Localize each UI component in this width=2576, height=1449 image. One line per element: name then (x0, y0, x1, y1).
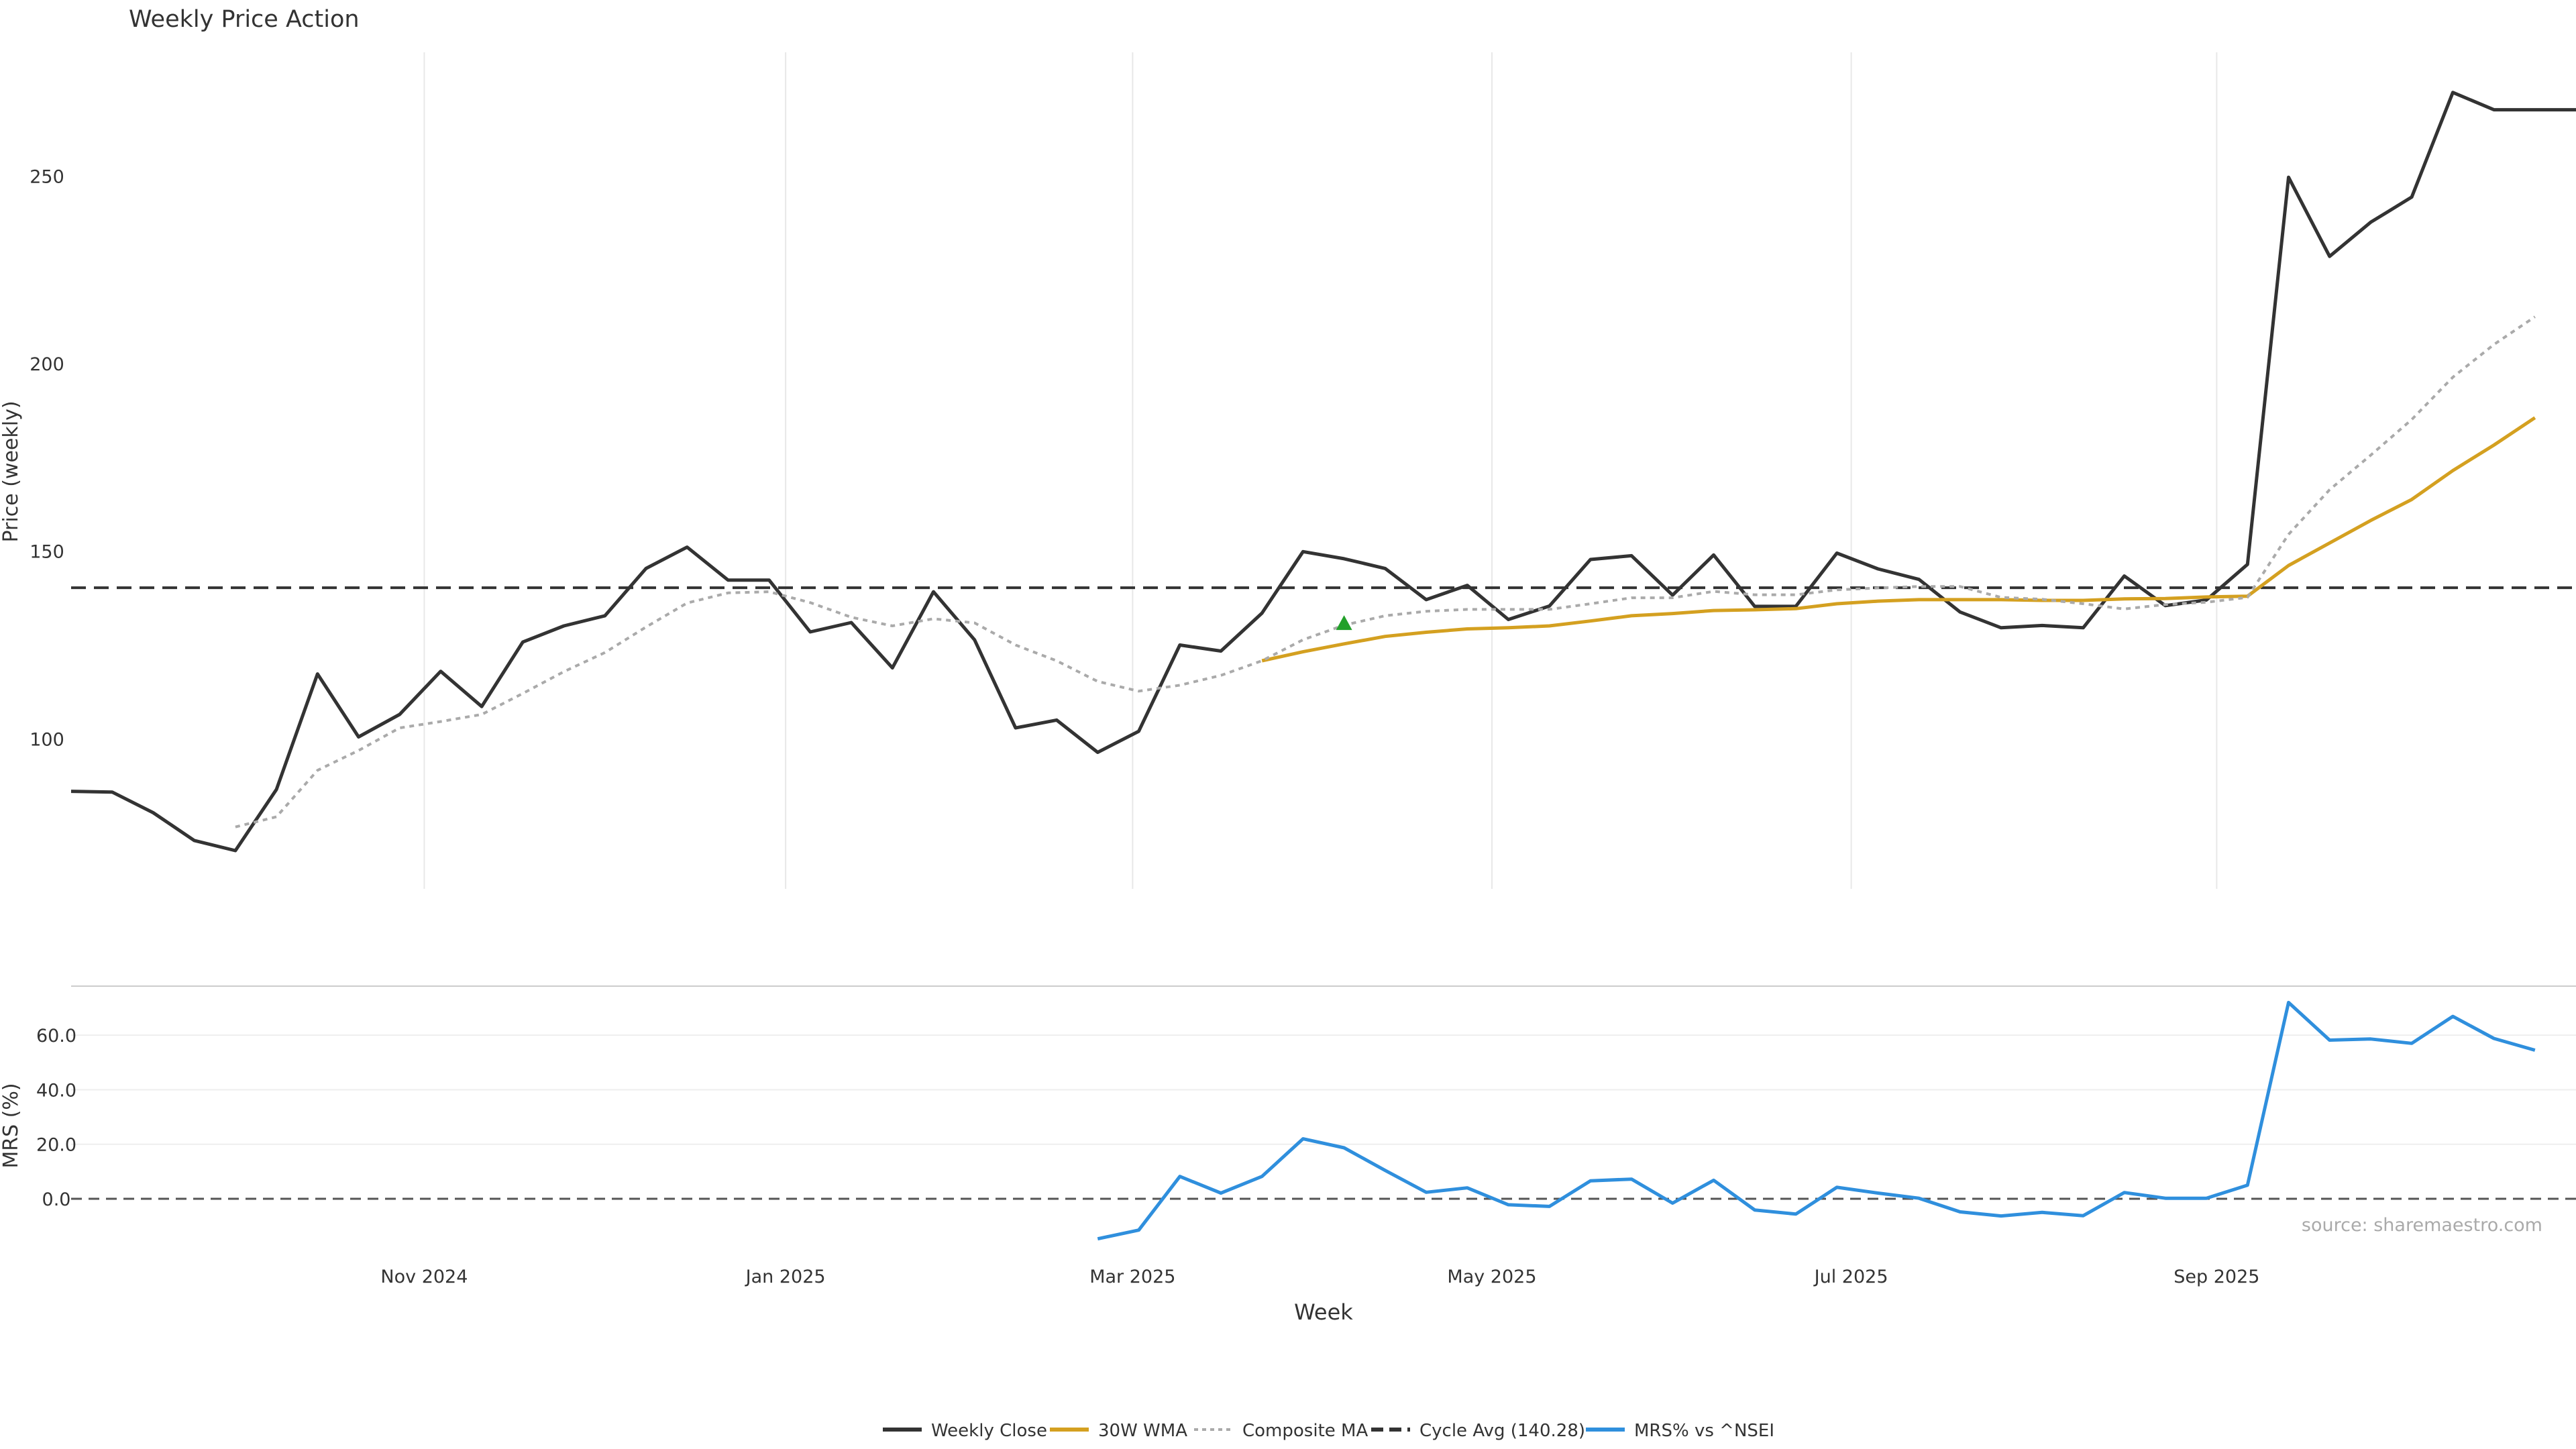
mrs-y-tick-label: 40.0 (36, 1080, 76, 1101)
x-tick-label-nov-2024: Nov 2024 (380, 1267, 468, 1287)
legend-label: Composite MA (1242, 1421, 1368, 1441)
x-tick-label-may-2025: May 2025 (1447, 1267, 1536, 1287)
price-series (70, 91, 2576, 853)
legend-label: Cycle Avg (140.28) (1419, 1421, 1585, 1441)
mrs-y-tick-label: 60.0 (36, 1026, 76, 1046)
price-y-axis-label: Price (weekly) (0, 400, 23, 542)
price-y-tick-label: 150 (30, 542, 64, 563)
mrs-y-ticks: 0.0 20.0 40.0 60.0 (36, 1026, 76, 1210)
x-tick-label-mar-2025: Mar 2025 (1089, 1267, 1175, 1287)
legend-label: MRS% vs ^NSEI (1634, 1421, 1774, 1441)
mrs-series (1097, 1000, 2536, 1241)
series-30w-wma (1261, 416, 2536, 663)
mrs-panel: 0.0 20.0 40.0 60.0 MRS (%) source: sharemae… (0, 985, 2576, 1241)
price-grid (423, 52, 2218, 889)
mrs-y-tick-label: 20.0 (36, 1135, 76, 1156)
price-panel: 100 150 200 250 Weekly Price Action Price (… (0, 6, 2576, 889)
price-y-tick-label: 100 (30, 729, 64, 750)
legend-item-30w-wma: 30W WMA (1050, 1421, 1187, 1441)
x-axis-ticks: Nov 2024 Jan 2025 Mar 2025 May 2025 Jul 2025… (380, 1267, 2259, 1287)
buy-signal-marker (1336, 615, 1352, 631)
legend-label: 30W WMA (1098, 1421, 1187, 1441)
mrs-y-tick-label: 0.0 (42, 1189, 71, 1210)
x-axis-label: Week (1294, 1299, 1353, 1325)
price-y-tick-label: 200 (30, 354, 64, 375)
price-markers (1336, 615, 1352, 631)
series-composite-ma (235, 315, 2536, 828)
legend-item-composite-ma: Composite MA (1194, 1421, 1368, 1441)
price-y-ticks: 100 150 200 250 (30, 167, 64, 751)
mrs-y-axis-label: MRS (%) (0, 1083, 23, 1168)
x-tick-label-jul-2025: Jul 2025 (1813, 1267, 1888, 1287)
legend: Weekly Close 30W WMA Composite MA Cycle Avg… (883, 1421, 1774, 1441)
series-mrs-vs-nsei (1097, 1000, 2536, 1241)
legend-item-weekly-close: Weekly Close (883, 1421, 1047, 1441)
chart-title: Weekly Price Action (129, 6, 360, 33)
x-tick-label-jan-2025: Jan 2025 (745, 1267, 826, 1287)
price-y-tick-label: 250 (30, 167, 64, 188)
legend-item-mrs-vs-nsei: MRS% vs ^NSEI (1586, 1421, 1774, 1441)
legend-label: Weekly Close (931, 1421, 1047, 1441)
series-weekly-close (70, 91, 2576, 853)
legend-item-cycle-avg-140-28: Cycle Avg (140.28) (1371, 1421, 1585, 1441)
x-tick-label-sep-2025: Sep 2025 (2174, 1267, 2259, 1287)
watermark: source: sharemaestro.com (2302, 1215, 2542, 1236)
